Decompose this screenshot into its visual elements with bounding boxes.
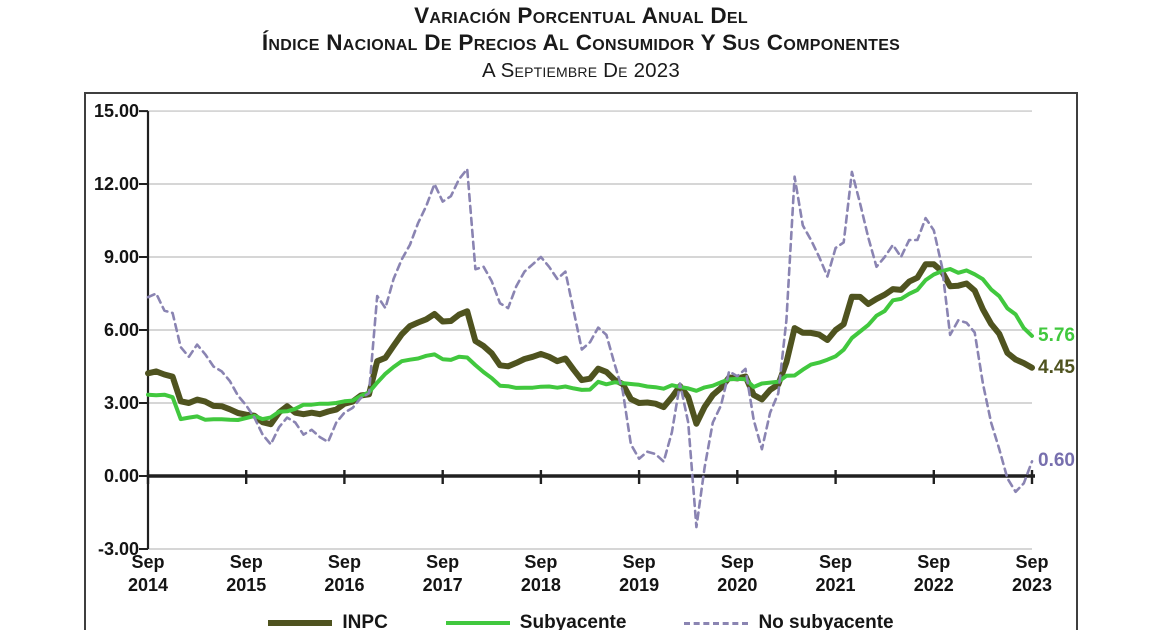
chart-title-line2: Índice Nacional De Precios Al Consumidor… [261,30,901,55]
chart-subtitle: A Septiembre De 2023 [482,59,680,82]
legend-label-subyacente: Subyacente [519,612,627,630]
chart-frame [84,92,1078,630]
chart-title-block: Variación Porcentual Anual Del Índice Na… [84,2,1078,85]
legend-item-no-subyacente: No subyacente [684,611,894,630]
legend-swatch-inpc-line [268,620,333,626]
legend-item-subyacente: Subyacente [445,611,627,630]
legend-label-no-subyacente: No subyacente [758,612,894,630]
series-no_subyacente [146,167,1034,529]
legend-label-inpc: INPC [342,612,388,630]
legend-item-inpc: INPC [268,611,388,630]
series-subyacente [146,267,1034,422]
legend-swatch-subyacente-line [445,621,510,625]
chart-title-line1: Variación Porcentual Anual Del [414,3,748,28]
end-label-inpc: 4.45 [1038,356,1075,378]
end-label-no-subyacente: 0.60 [1038,450,1075,472]
series-inpc [145,261,1035,428]
legend: INPC Subyacente No subyacente [84,611,1078,630]
end-label-subyacente: 5.76 [1038,324,1075,346]
legend-swatch-no-subyacente-dashed-line [684,621,749,625]
